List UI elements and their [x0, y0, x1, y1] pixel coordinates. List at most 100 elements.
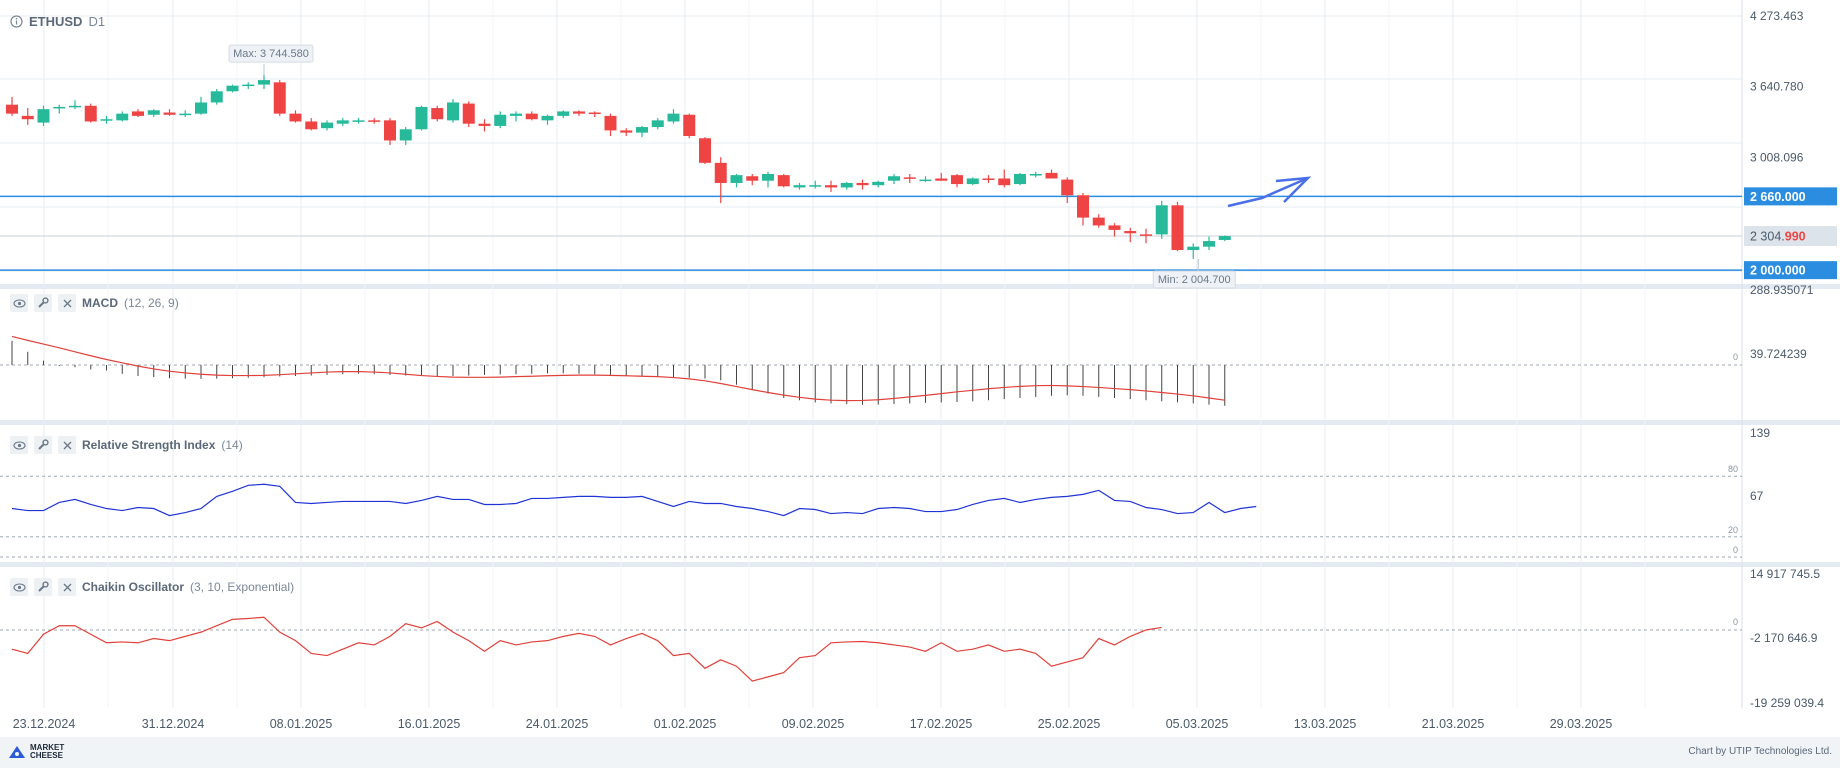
candle-body: [1140, 234, 1152, 236]
candle-body: [100, 119, 113, 121]
candle-body: [305, 121, 318, 130]
forecast-arrow-line: [1227, 176, 1309, 208]
candle-body: [415, 106, 428, 130]
candle-body: [699, 138, 711, 163]
candle-body: [573, 111, 585, 114]
close-icon[interactable]: [58, 436, 76, 454]
close-icon[interactable]: [58, 578, 76, 596]
close-icon[interactable]: [58, 294, 76, 312]
candle-body: [840, 182, 853, 188]
candle-body: [982, 178, 995, 180]
candle-body: [966, 178, 979, 185]
candle-body: [289, 113, 302, 122]
candle-body: [1218, 236, 1231, 240]
candle-body: [6, 104, 18, 114]
date-axis-label: 29.03.2025: [1550, 717, 1613, 731]
candle-body: [21, 115, 34, 120]
max-annotation-box: [228, 44, 314, 63]
candle-body: [777, 175, 790, 187]
candle-body: [714, 162, 727, 183]
candle-body: [210, 91, 223, 103]
candle-body: [683, 114, 696, 136]
wrench-icon[interactable]: [34, 294, 52, 312]
info-icon[interactable]: [10, 15, 23, 28]
date-axis-label: 23.12.2024: [13, 717, 76, 731]
eye-icon[interactable]: [10, 578, 28, 596]
candle-body: [462, 103, 475, 124]
chaikin-axis-label: 14 917 745.5: [1750, 567, 1820, 581]
macd-params: (12, 26, 9): [124, 296, 179, 310]
candle-body: [1155, 205, 1168, 235]
cheese-logo-icon: [9, 746, 25, 758]
candle-body: [667, 113, 680, 122]
candle-body: [856, 182, 869, 186]
logo-line2: CHEESE: [30, 751, 63, 760]
candle-body: [147, 110, 160, 115]
date-axis-label: 17.02.2025: [910, 717, 973, 731]
candle-body: [1077, 195, 1089, 218]
panel-separator: [0, 562, 1840, 567]
rsi-line: [11, 483, 1257, 517]
macd-axis-label: 39.724239: [1750, 347, 1807, 361]
chaikin-line: [11, 616, 1162, 682]
eye-icon[interactable]: [10, 436, 28, 454]
candle-body: [888, 176, 900, 181]
candle-body: [37, 109, 50, 123]
candle-body: [730, 175, 743, 183]
candle-body: [53, 106, 66, 109]
candle-body: [651, 120, 664, 128]
candle-body: [903, 177, 916, 179]
candle-body: [636, 127, 648, 133]
level-price-label: 2 660.000: [1750, 190, 1806, 204]
candle-body: [163, 112, 176, 115]
candle-body: [132, 111, 144, 116]
panel-separator: [0, 420, 1840, 425]
timeframe-label: D1: [88, 14, 106, 29]
candle-body: [919, 179, 932, 182]
candle-body: [604, 115, 617, 131]
level-price-label: 2 000.000: [1750, 264, 1806, 278]
price-axis-label: 3 640.780: [1750, 80, 1804, 94]
logo-line1: MARKET: [30, 743, 65, 752]
forecast-arrow-head: [1275, 176, 1312, 203]
candle-body: [809, 185, 822, 187]
candle-body: [825, 185, 837, 188]
candle-body: [762, 174, 774, 181]
candle-body: [1171, 205, 1184, 251]
wrench-icon[interactable]: [34, 578, 52, 596]
date-axis-label: 09.02.2025: [782, 717, 845, 731]
min-annotation-box: [1152, 270, 1236, 289]
chaikin-zero-label: 0: [1733, 617, 1738, 627]
candle-body: [494, 114, 507, 126]
footer-bar: [0, 737, 1840, 768]
rsi-params: (14): [221, 438, 243, 452]
candle-body: [478, 123, 491, 126]
chart-credit: Chart by UTIP Technologies Ltd.: [1688, 746, 1832, 757]
rsi-level-0-label: 0: [1733, 545, 1738, 555]
candle-body: [116, 113, 129, 121]
macd-signal-line: [11, 335, 1225, 402]
wrench-icon[interactable]: [34, 436, 52, 454]
current-price-tag: [1744, 226, 1837, 247]
min-annotation-label: Min: 2 004.700: [1158, 274, 1231, 286]
candle-body: [273, 82, 286, 114]
candle-body: [1124, 231, 1137, 234]
chaikin-title: Chaikin Oscillator: [82, 580, 185, 594]
eye-icon[interactable]: [10, 294, 28, 312]
candle-body: [1108, 225, 1121, 230]
macd-axis-label: 288.935071: [1750, 283, 1814, 297]
level-price-tag: [1744, 261, 1837, 280]
chaikin-params: (3, 10, Exponential): [190, 580, 295, 594]
brand-logo: MARKET CHEESE: [8, 744, 64, 760]
candle-body: [935, 178, 948, 181]
candle-body: [226, 85, 239, 92]
date-axis-label: 31.12.2024: [142, 717, 205, 731]
candle-body: [525, 113, 538, 120]
date-axis-label: 16.01.2025: [398, 717, 461, 731]
candle-body: [541, 115, 554, 121]
max-annotation-label: Max: 3 744.580: [233, 48, 309, 60]
rsi-level-80-label: 80: [1728, 464, 1738, 474]
macd-zero-label: 0: [1733, 352, 1738, 362]
level-price-tag: [1744, 187, 1837, 206]
